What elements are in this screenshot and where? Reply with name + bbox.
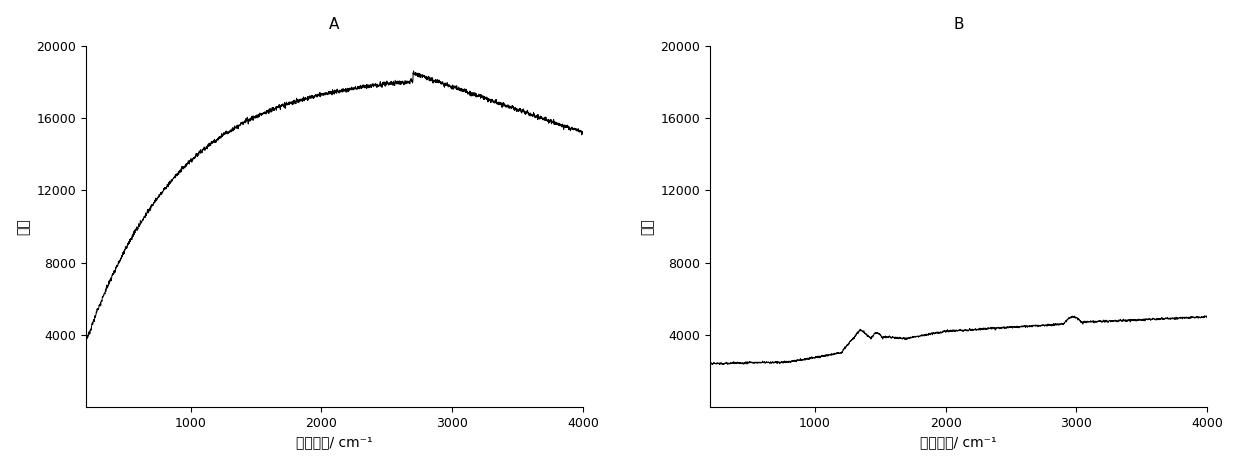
Text: A: A [330,17,340,32]
X-axis label: 拉曼位移/ cm⁻¹: 拉曼位移/ cm⁻¹ [920,435,997,449]
Text: B: B [954,17,963,32]
Y-axis label: 强度: 强度 [16,218,31,235]
X-axis label: 拉曼位移/ cm⁻¹: 拉曼位移/ cm⁻¹ [296,435,373,449]
Y-axis label: 强度: 强度 [641,218,655,235]
